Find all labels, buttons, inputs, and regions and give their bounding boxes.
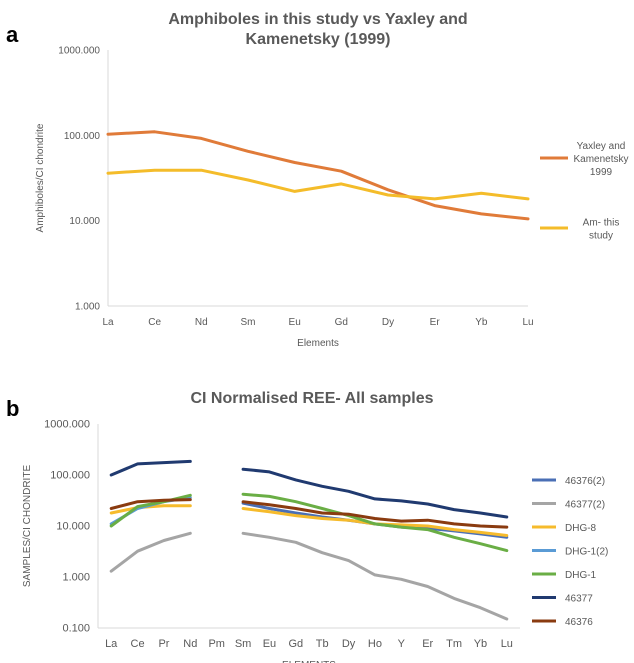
chart-b-x-tick-label: Er: [422, 638, 433, 650]
chart-b-legend-label: DHG-8: [565, 523, 597, 534]
chart-b-x-tick-label: Eu: [263, 638, 276, 650]
chart-b-series-line: [109, 459, 192, 477]
chart-b-series-line: [241, 467, 509, 519]
chart-a-y-tick-label: 10.000: [69, 216, 100, 227]
chart-a-legend-label: Yaxley and: [577, 141, 626, 152]
chart-b-legend-label: DHG-1: [565, 570, 597, 581]
chart-a-legend-label: Am- this: [583, 218, 620, 229]
chart-b-x-tick-label: Tm: [446, 638, 462, 650]
chart-a-series-line: [106, 130, 530, 221]
chart-b-x-tick-label: Tb: [316, 638, 329, 650]
chart-a-y-tick-label: 1.000: [75, 302, 100, 313]
chart-a-legend-label: 1999: [590, 167, 613, 178]
chart-a-chart-title: Kamenetsky (1999): [246, 31, 391, 48]
chart-a-y-axis-title: Amphiboles/CI chondrite: [35, 123, 46, 232]
chart-a-series-line: [106, 168, 530, 201]
panel-label-b: b: [6, 396, 20, 421]
panel-label-a: a: [6, 22, 19, 47]
chart-b-series-line: [109, 498, 192, 510]
chart-b-x-tick-label: Y: [398, 638, 406, 650]
chart-b-x-tick-label: Lu: [501, 638, 513, 650]
chart-a-x-tick-label: Lu: [522, 317, 533, 328]
chart-b-x-axis-title: ELEMENTS: [282, 660, 336, 663]
chart-b-x-tick-label: Pm: [208, 638, 225, 650]
chart-b-x-tick-label: Nd: [183, 638, 197, 650]
chart-b-series-line: [241, 492, 509, 553]
chart-a-x-tick-label: Ce: [148, 317, 161, 328]
chart-a-x-tick-label: Gd: [335, 317, 348, 328]
chart-a-x-tick-label: Yb: [475, 317, 488, 328]
chart-b-chart-title: CI Normalised REE- All samples: [190, 390, 433, 407]
chart-b-x-tick-label: Ho: [368, 638, 382, 650]
chart-a-legend-label: Kamenetsky: [573, 154, 628, 165]
chart-b-y-tick-label: 100.000: [50, 470, 90, 482]
chart-a-chart-title: Amphiboles in this study vs Yaxley and: [168, 11, 467, 28]
chart-b-series-line: [241, 531, 509, 621]
chart-b-series-line: [109, 504, 192, 515]
chart-b-legend-label: DHG-1(2): [565, 547, 608, 558]
chart-b-y-tick-label: 0.100: [62, 623, 90, 635]
chart-a-x-tick-label: Er: [430, 317, 441, 328]
chart-a-x-tick-label: Nd: [195, 317, 208, 328]
chart-b-y-tick-label: 1.000: [62, 572, 90, 584]
chart-b-legend-label: 46377: [565, 594, 593, 605]
chart-b-x-tick-label: La: [105, 638, 118, 650]
chart-a-x-tick-label: Sm: [241, 317, 256, 328]
chart-a-x-tick-label: Dy: [382, 317, 394, 328]
chart-b-x-tick-label: Dy: [342, 638, 356, 650]
chart-b-x-tick-label: Ce: [131, 638, 145, 650]
chart-a-x-tick-label: La: [102, 317, 114, 328]
chart-b-y-tick-label: 10.000: [56, 521, 90, 533]
chart-a-y-tick-label: 1000.000: [58, 46, 100, 57]
chart-a-y-tick-label: 100.000: [64, 131, 101, 142]
chart-b-legend-label: 46377(2): [565, 500, 605, 511]
chart-b-x-tick-label: Yb: [474, 638, 487, 650]
chart-b-y-tick-label: 1000.000: [44, 419, 90, 431]
chart-b-series-line: [241, 500, 509, 529]
chart-b-x-tick-label: Sm: [235, 638, 252, 650]
chart-b-x-tick-label: Pr: [158, 638, 169, 650]
chart-b-legend-label: 46376(2): [565, 476, 605, 487]
chart-b-x-tick-label: Gd: [288, 638, 303, 650]
chart-a-x-tick-label: Eu: [289, 317, 301, 328]
chart-a-x-axis-title: Elements: [297, 338, 339, 349]
chart-a-legend-label: study: [589, 231, 613, 242]
chart-b-legend-label: 46376: [565, 617, 593, 628]
chart-b-series-line: [109, 531, 192, 573]
chart-b-y-axis-title: SAMPLES/CI CHONDRITE: [22, 465, 33, 588]
